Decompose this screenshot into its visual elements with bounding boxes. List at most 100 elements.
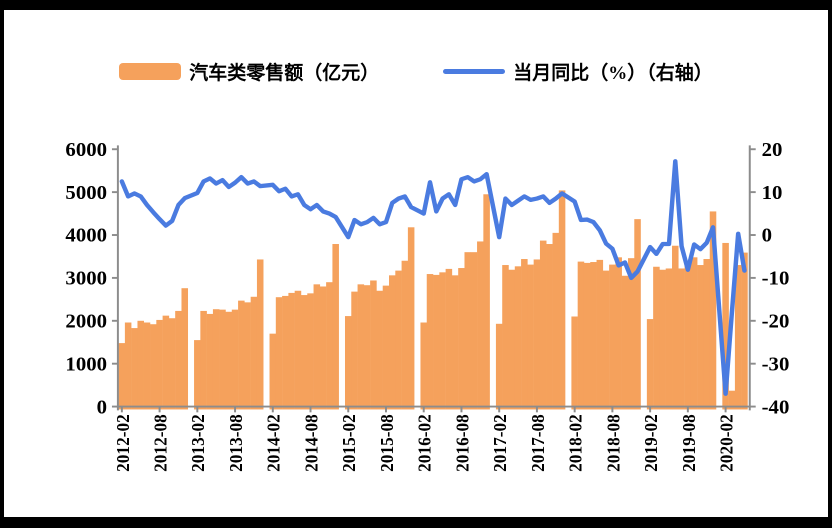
svg-text:2018-02: 2018-02 (565, 414, 585, 472)
bar-2019-07 (678, 268, 685, 410)
svg-text:2014-08: 2014-08 (301, 414, 321, 472)
svg-text:-30: -30 (762, 354, 790, 376)
bar-2020-03 (728, 390, 736, 410)
svg-text:2015-08: 2015-08 (377, 414, 397, 472)
bar-2012-11 (175, 310, 182, 410)
bar-2014-10 (319, 286, 327, 410)
bar-2019-05 (665, 268, 673, 410)
bar-2015-08 (382, 285, 390, 410)
bar-2013-10 (244, 302, 251, 410)
bar-2016-02 (420, 322, 427, 410)
bar-2012-07 (150, 324, 157, 410)
line-series-swatch (443, 69, 506, 74)
bar-2015-04 (357, 284, 365, 410)
svg-text:3000: 3000 (65, 268, 107, 290)
bar-2015-09 (389, 275, 396, 410)
bar-2015-03 (351, 291, 358, 410)
bar-2012-08 (156, 319, 163, 410)
bar-series-label: 汽车类零售额（亿元） (189, 63, 380, 84)
svg-text:2020-02: 2020-02 (716, 414, 736, 472)
bar-2014-11 (326, 282, 333, 410)
bar-2017-06 (521, 259, 528, 410)
bar-2013-12 (256, 259, 264, 410)
svg-text:2014-02: 2014-02 (263, 414, 283, 472)
bar-2019-03 (653, 266, 660, 410)
bar-2014-08 (307, 293, 314, 410)
svg-text:2013-02: 2013-02 (188, 414, 208, 472)
svg-text:-10: -10 (762, 268, 790, 290)
svg-text:2016-02: 2016-02 (414, 414, 434, 472)
svg-text:10: 10 (762, 182, 783, 204)
bar-2017-12 (558, 190, 566, 410)
bar-2016-08 (458, 268, 465, 410)
line-series-label: 当月同比（%）（右轴） (513, 63, 713, 84)
bar-2013-07 (225, 311, 233, 410)
svg-text:5000: 5000 (65, 182, 107, 204)
bar-2014-12 (332, 244, 339, 410)
bar-2018-04 (583, 262, 591, 410)
bar-2016-11 (477, 241, 484, 410)
bar-2013-06 (219, 309, 226, 410)
bar-2019-09 (690, 257, 698, 410)
bar-2018-12 (634, 219, 641, 410)
bar-2018-05 (590, 262, 597, 410)
svg-text:2000: 2000 (65, 311, 107, 333)
bar-2019-04 (659, 269, 666, 410)
svg-text:2019-08: 2019-08 (679, 414, 699, 472)
bar-2012-12 (181, 288, 189, 410)
bar-2017-05 (514, 266, 522, 410)
bar-2014-05 (288, 292, 295, 410)
bar-2013-05 (212, 309, 220, 410)
svg-text:2017-08: 2017-08 (528, 414, 548, 472)
svg-text:-40: -40 (762, 397, 790, 419)
bar-2016-03 (426, 274, 434, 410)
bar-2013-11 (250, 296, 258, 410)
svg-text:4000: 4000 (65, 225, 107, 247)
bar-2012-10 (168, 318, 176, 410)
bar-2015-02 (344, 316, 352, 410)
bar-2019-10 (697, 265, 704, 410)
legend-item-line: 当月同比（%）（右轴） (443, 58, 713, 85)
bar-2016-06 (445, 268, 453, 410)
bar-2014-07 (300, 295, 308, 410)
bar-2015-07 (376, 290, 383, 410)
svg-text:2019-02: 2019-02 (641, 414, 661, 472)
bar-2018-09 (615, 257, 622, 410)
bar-2012-04 (131, 328, 138, 410)
bar-2019-12 (709, 211, 717, 410)
bar-2018-02 (571, 316, 578, 410)
bar-2017-10 (546, 244, 553, 410)
bar-2012-06 (143, 322, 151, 410)
bar-2019-06 (672, 245, 679, 410)
bar-2016-04 (433, 274, 440, 410)
svg-text:-20: -20 (762, 311, 790, 333)
bar-2015-06 (370, 280, 377, 410)
bar-2012-09 (162, 315, 170, 410)
bar-2018-08 (609, 264, 616, 410)
legend: 汽车类零售额（亿元） 当月同比（%）（右轴） (4, 58, 828, 85)
bar-2016-10 (470, 252, 478, 410)
bar-2012-05 (137, 320, 144, 410)
bar-2016-12 (483, 194, 490, 410)
svg-text:0: 0 (97, 397, 107, 419)
bar-2019-11 (703, 259, 710, 410)
svg-text:2018-08: 2018-08 (603, 414, 623, 472)
svg-text:2016-08: 2016-08 (452, 414, 472, 472)
svg-text:2013-08: 2013-08 (226, 414, 246, 472)
bar-2019-02 (646, 319, 654, 410)
bar-2020-05 (741, 252, 748, 410)
bar-2014-04 (282, 295, 289, 410)
bar-2019-08 (684, 263, 692, 410)
bar-2018-07 (602, 270, 610, 410)
bar-2013-02 (194, 340, 201, 410)
bar-2014-03 (275, 297, 283, 410)
svg-text:2012-02: 2012-02 (113, 414, 133, 472)
bar-2017-07 (527, 264, 534, 410)
bar-2014-09 (313, 284, 321, 410)
svg-text:1000: 1000 (65, 354, 107, 376)
bar-2015-11 (401, 260, 409, 410)
bar-2017-09 (539, 240, 547, 410)
bar-2013-09 (238, 300, 245, 410)
legend-item-bar: 汽车类零售额（亿元） (119, 58, 379, 85)
